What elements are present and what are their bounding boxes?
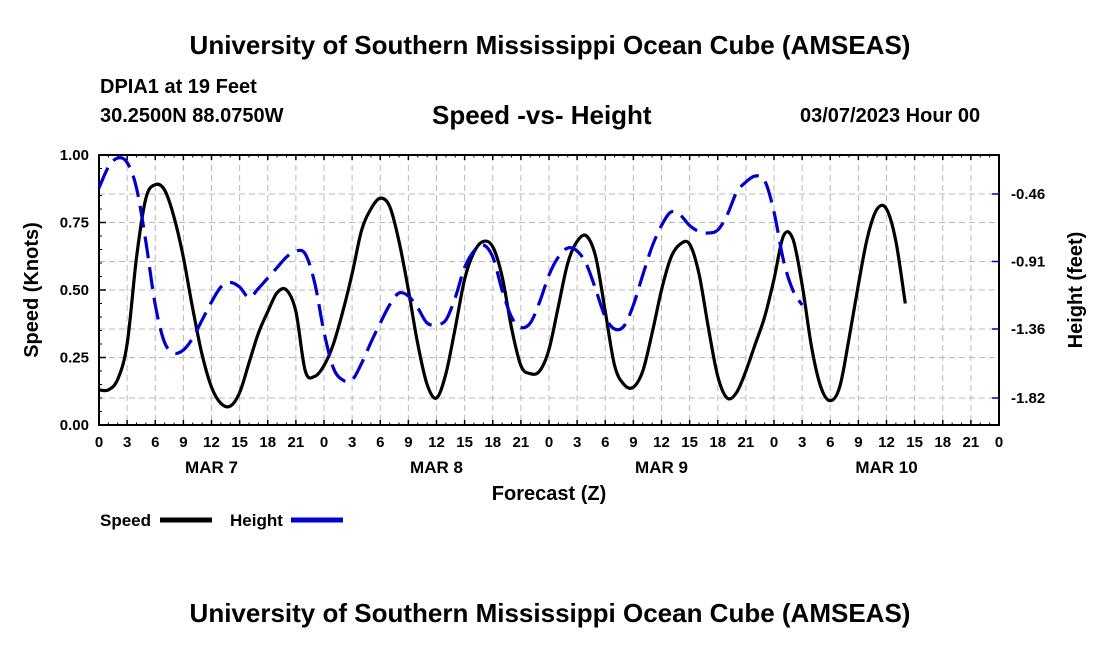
- height-series-line: [97, 156, 804, 384]
- x-tick-label: 15: [906, 434, 923, 451]
- y2-tick-label: -1.82: [1011, 390, 1045, 407]
- y-tick-label: 0.25: [60, 350, 89, 367]
- y-tick-label: 0.75: [60, 215, 89, 232]
- y-tick-label: 0.50: [60, 282, 89, 299]
- x-tick-label: 21: [963, 434, 980, 451]
- y2-tick-label: -0.46: [1011, 186, 1045, 203]
- x-tick-label: 3: [348, 434, 356, 451]
- y2-tick-label: -0.91: [1011, 254, 1045, 271]
- x-tick-label: 3: [798, 434, 806, 451]
- x-tick-label: 18: [484, 434, 501, 451]
- x-tick-label: 9: [404, 434, 412, 451]
- x-tick-label: 15: [231, 434, 248, 451]
- chart-title: University of Southern Mississippi Ocean…: [189, 30, 911, 60]
- y-tick-label: 1.00: [60, 147, 89, 164]
- station-name: DPIA1 at 19 Feet: [100, 76, 257, 98]
- legend: Speed Height: [100, 511, 343, 530]
- x-tick-label: 21: [738, 434, 755, 451]
- x-tick-label: 15: [681, 434, 698, 451]
- x-tick-label: 18: [934, 434, 951, 451]
- station-coordinates: 30.2500N 88.0750W: [100, 105, 284, 127]
- x-tick-label: 12: [878, 434, 895, 451]
- x-tick-label: 0: [770, 434, 778, 451]
- x-tick-label: 15: [456, 434, 473, 451]
- x-tick-label: 21: [288, 434, 305, 451]
- y2-axis-label: Height (feet): [1065, 232, 1087, 349]
- x-tick-label: 18: [709, 434, 726, 451]
- x-tick-label: 6: [151, 434, 159, 451]
- x-tick-label: 12: [203, 434, 220, 451]
- x-tick-label: 6: [826, 434, 834, 451]
- day-label: MAR 10: [855, 458, 917, 477]
- axes: 0 3 6 9 12 15 18 21 0 3 6 9 12 15 18 21 0 3 6 9 12 15 18 21 0 3 6 9…: [60, 147, 1045, 477]
- y-tick-label: 0.00: [60, 417, 89, 434]
- x-tick-label: 6: [376, 434, 384, 451]
- speed-height-chart: 0 3 6 9 12 15 18 21 0 3 6 9 12 15 18 21 0 3 6 9 12 15 18 21 0 3 6 9…: [21, 147, 1087, 530]
- legend-height-label: Height: [230, 511, 283, 530]
- y2-tick-label: -1.36: [1011, 321, 1045, 338]
- grid-lines: [99, 155, 999, 425]
- x-tick-label: 21: [513, 434, 530, 451]
- x-tick-label: 6: [601, 434, 609, 451]
- forecast-datetime: 03/07/2023 Hour 00: [800, 105, 981, 127]
- x-tick-label: 0: [95, 434, 103, 451]
- speed-series-line: [98, 182, 907, 409]
- legend-speed-label: Speed: [100, 511, 151, 530]
- x-tick-label: 0: [545, 434, 553, 451]
- footer-title: University of Southern Mississippi Ocean…: [189, 598, 911, 628]
- x-axis-label: Forecast (Z): [492, 483, 606, 505]
- data-series: [97, 156, 907, 409]
- day-label: MAR 8: [410, 458, 463, 477]
- chart-subtitle: Speed -vs- Height: [432, 100, 652, 130]
- x-tick-label: 9: [854, 434, 862, 451]
- x-tick-label: 0: [995, 434, 1003, 451]
- x-tick-label: 3: [573, 434, 581, 451]
- y-axis-label: Speed (Knots): [21, 222, 43, 358]
- x-tick-label: 3: [123, 434, 131, 451]
- x-tick-label: 9: [179, 434, 187, 451]
- day-label: MAR 9: [635, 458, 688, 477]
- day-label: MAR 7: [185, 458, 238, 477]
- x-tick-label: 12: [653, 434, 670, 451]
- x-tick-label: 9: [629, 434, 637, 451]
- x-tick-label: 18: [259, 434, 276, 451]
- x-tick-label: 12: [428, 434, 445, 451]
- x-tick-label: 0: [320, 434, 328, 451]
